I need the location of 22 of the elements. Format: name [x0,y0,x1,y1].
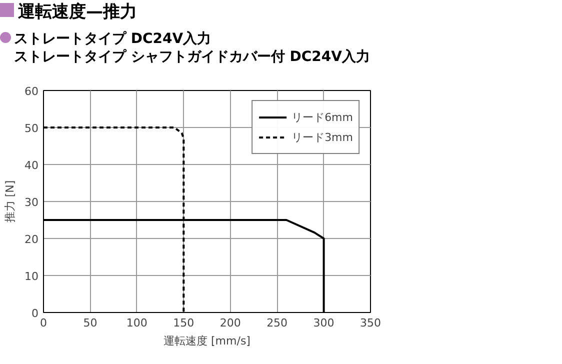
x-tick-label: 150 [173,316,194,330]
x-tick-label: 300 [313,316,334,330]
y-tick-label: 0 [32,307,38,320]
x-tick-label: 100 [126,316,148,330]
x-tick-label: 200 [220,316,241,330]
legend-label: リード6mm [292,110,353,124]
y-tick-label: 50 [24,122,39,135]
y-tick-label: 10 [24,270,39,283]
chart-title: 運転速度—推力 [17,1,138,24]
x-axis-title: 運転速度 [mm/s] [164,334,250,348]
x-tick-label: 50 [83,316,98,330]
y-tick-label: 60 [24,85,39,98]
legend-label: リード3mm [292,130,353,144]
text: ストレートタイプ シャフトガイドカバー付 DC24V入力 [14,49,370,66]
chart-subtitle: ストレートタイプ DC24V入力 [14,31,212,48]
x-tick-label: 0 [40,316,47,330]
y-tick-label: 30 [24,196,39,209]
x-tick-label: 250 [266,316,288,330]
y-axis-title: 推力 [N] [4,180,17,223]
x-tick-label: 350 [360,316,381,330]
y-tick-label: 20 [24,233,39,246]
y-tick-label: 40 [24,159,39,172]
